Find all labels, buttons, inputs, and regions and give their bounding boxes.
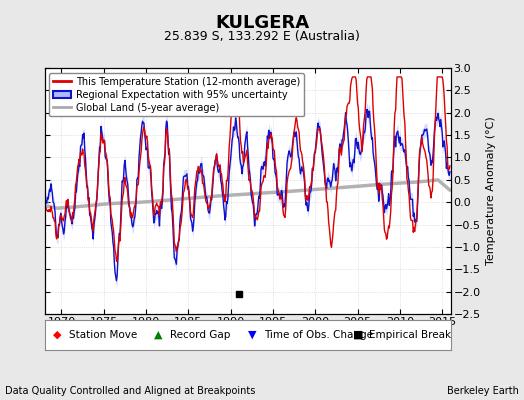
Text: ◆: ◆ (52, 330, 61, 340)
Text: KULGERA: KULGERA (215, 14, 309, 32)
Text: 25.839 S, 133.292 E (Australia): 25.839 S, 133.292 E (Australia) (164, 30, 360, 43)
Text: Record Gap: Record Gap (170, 330, 231, 340)
Text: ■: ■ (353, 330, 364, 340)
Text: Empirical Break: Empirical Break (369, 330, 452, 340)
Y-axis label: Temperature Anomaly (°C): Temperature Anomaly (°C) (486, 117, 496, 265)
Text: ▲: ▲ (154, 330, 162, 340)
Text: Time of Obs. Change: Time of Obs. Change (264, 330, 373, 340)
Text: Berkeley Earth: Berkeley Earth (447, 386, 519, 396)
Legend: This Temperature Station (12-month average), Regional Expectation with 95% uncer: This Temperature Station (12-month avera… (49, 73, 304, 116)
Text: Station Move: Station Move (69, 330, 137, 340)
Text: Data Quality Controlled and Aligned at Breakpoints: Data Quality Controlled and Aligned at B… (5, 386, 256, 396)
Text: ▼: ▼ (247, 330, 256, 340)
